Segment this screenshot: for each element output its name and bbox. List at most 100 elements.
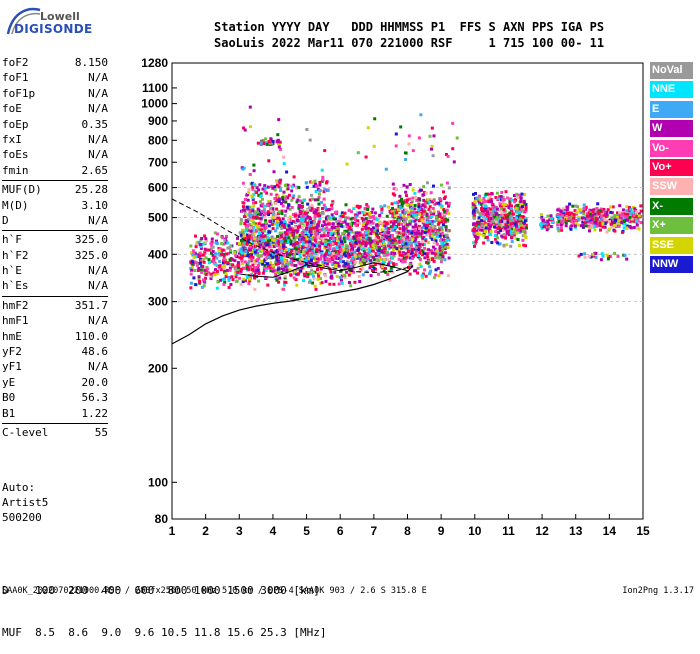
echo-point [269,209,273,213]
echo-point [299,269,303,273]
echo-point [241,181,245,185]
echo-point [310,255,314,259]
echo-point [503,219,507,223]
echo-point [621,208,625,212]
echo-point [422,219,426,223]
echo-point [281,259,284,263]
echo-point [428,222,432,225]
echo-point [331,233,335,237]
echo-point [442,234,446,238]
echo-point [316,229,320,233]
echo-point [349,222,352,226]
echo-point [218,264,222,268]
echo-point [414,250,418,254]
echo-point [574,204,578,208]
echo-point [345,260,349,264]
echo-point [248,125,252,129]
echo-point [290,257,294,261]
echo-point [476,210,480,214]
echo-point [350,259,354,263]
echo-point [477,216,481,220]
echo-point [481,206,484,210]
echo-point [270,222,274,226]
echo-point [398,253,402,257]
echo-point [423,231,427,235]
echo-point [265,266,269,270]
echo-point [378,213,382,217]
echo-point [327,257,331,261]
echo-point [340,224,343,228]
echo-point [266,255,270,259]
echo-point [323,258,327,261]
echo-point [383,204,387,208]
echo-point [266,185,270,189]
echo-point [521,227,525,231]
echo-point [258,200,262,204]
echo-point [393,245,397,249]
echo-point [254,212,258,216]
echo-point [572,216,576,220]
echo-point [484,217,488,221]
echo-point [344,244,348,248]
echo-point [224,258,228,262]
echo-point [339,223,343,226]
echo-point [368,266,372,270]
echo-point [339,269,343,273]
echo-point [208,261,211,265]
echo-point [290,252,294,256]
echo-point [589,255,593,259]
echo-point [212,271,216,275]
echo-point [422,185,426,189]
echo-point [345,229,349,233]
echo-point [248,232,252,236]
echo-point [557,220,561,223]
echo-point [381,260,385,264]
echo-point [327,208,331,212]
echo-point [357,240,361,244]
echo-point [433,224,437,228]
echo-point [546,214,550,218]
echo-point [411,149,415,153]
echo-point [521,229,525,233]
echo-point [444,225,448,229]
echo-point [391,212,395,216]
echo-point [194,283,198,287]
echo-point [410,200,414,204]
echo-point [341,232,345,236]
echo-point [225,252,229,256]
echo-point [611,205,615,209]
logo-lowell-text: Lowell [40,10,80,23]
echo-point [349,264,353,268]
echo-point [296,198,300,202]
echo-point [279,249,283,253]
x-tick-label: 7 [371,524,378,538]
echo-point [280,202,283,205]
echo-point [504,213,507,217]
param-value: N/A [88,314,108,328]
echo-point [433,202,437,206]
echo-point [322,234,326,238]
echo-point [354,234,358,238]
echo-point [221,261,225,265]
echo-point [300,237,304,241]
echo-point [293,242,297,246]
echo-point [261,262,265,266]
param-row: foF1p N/A [2,87,108,102]
echo-point [250,219,254,223]
echo-point [436,233,439,237]
echo-point [331,222,335,226]
echo-point [217,252,221,256]
echo-point [417,246,421,250]
echo-point [215,256,219,260]
echo-point [280,239,284,243]
echo-point [382,222,386,226]
echo-point [368,238,372,242]
echo-point [195,240,199,244]
echo-point [407,142,411,146]
echo-point [321,212,325,216]
echo-point [559,223,563,227]
echo-point [498,223,502,227]
echo-point [391,241,395,244]
echo-point [417,254,420,257]
echo-point [253,210,257,213]
